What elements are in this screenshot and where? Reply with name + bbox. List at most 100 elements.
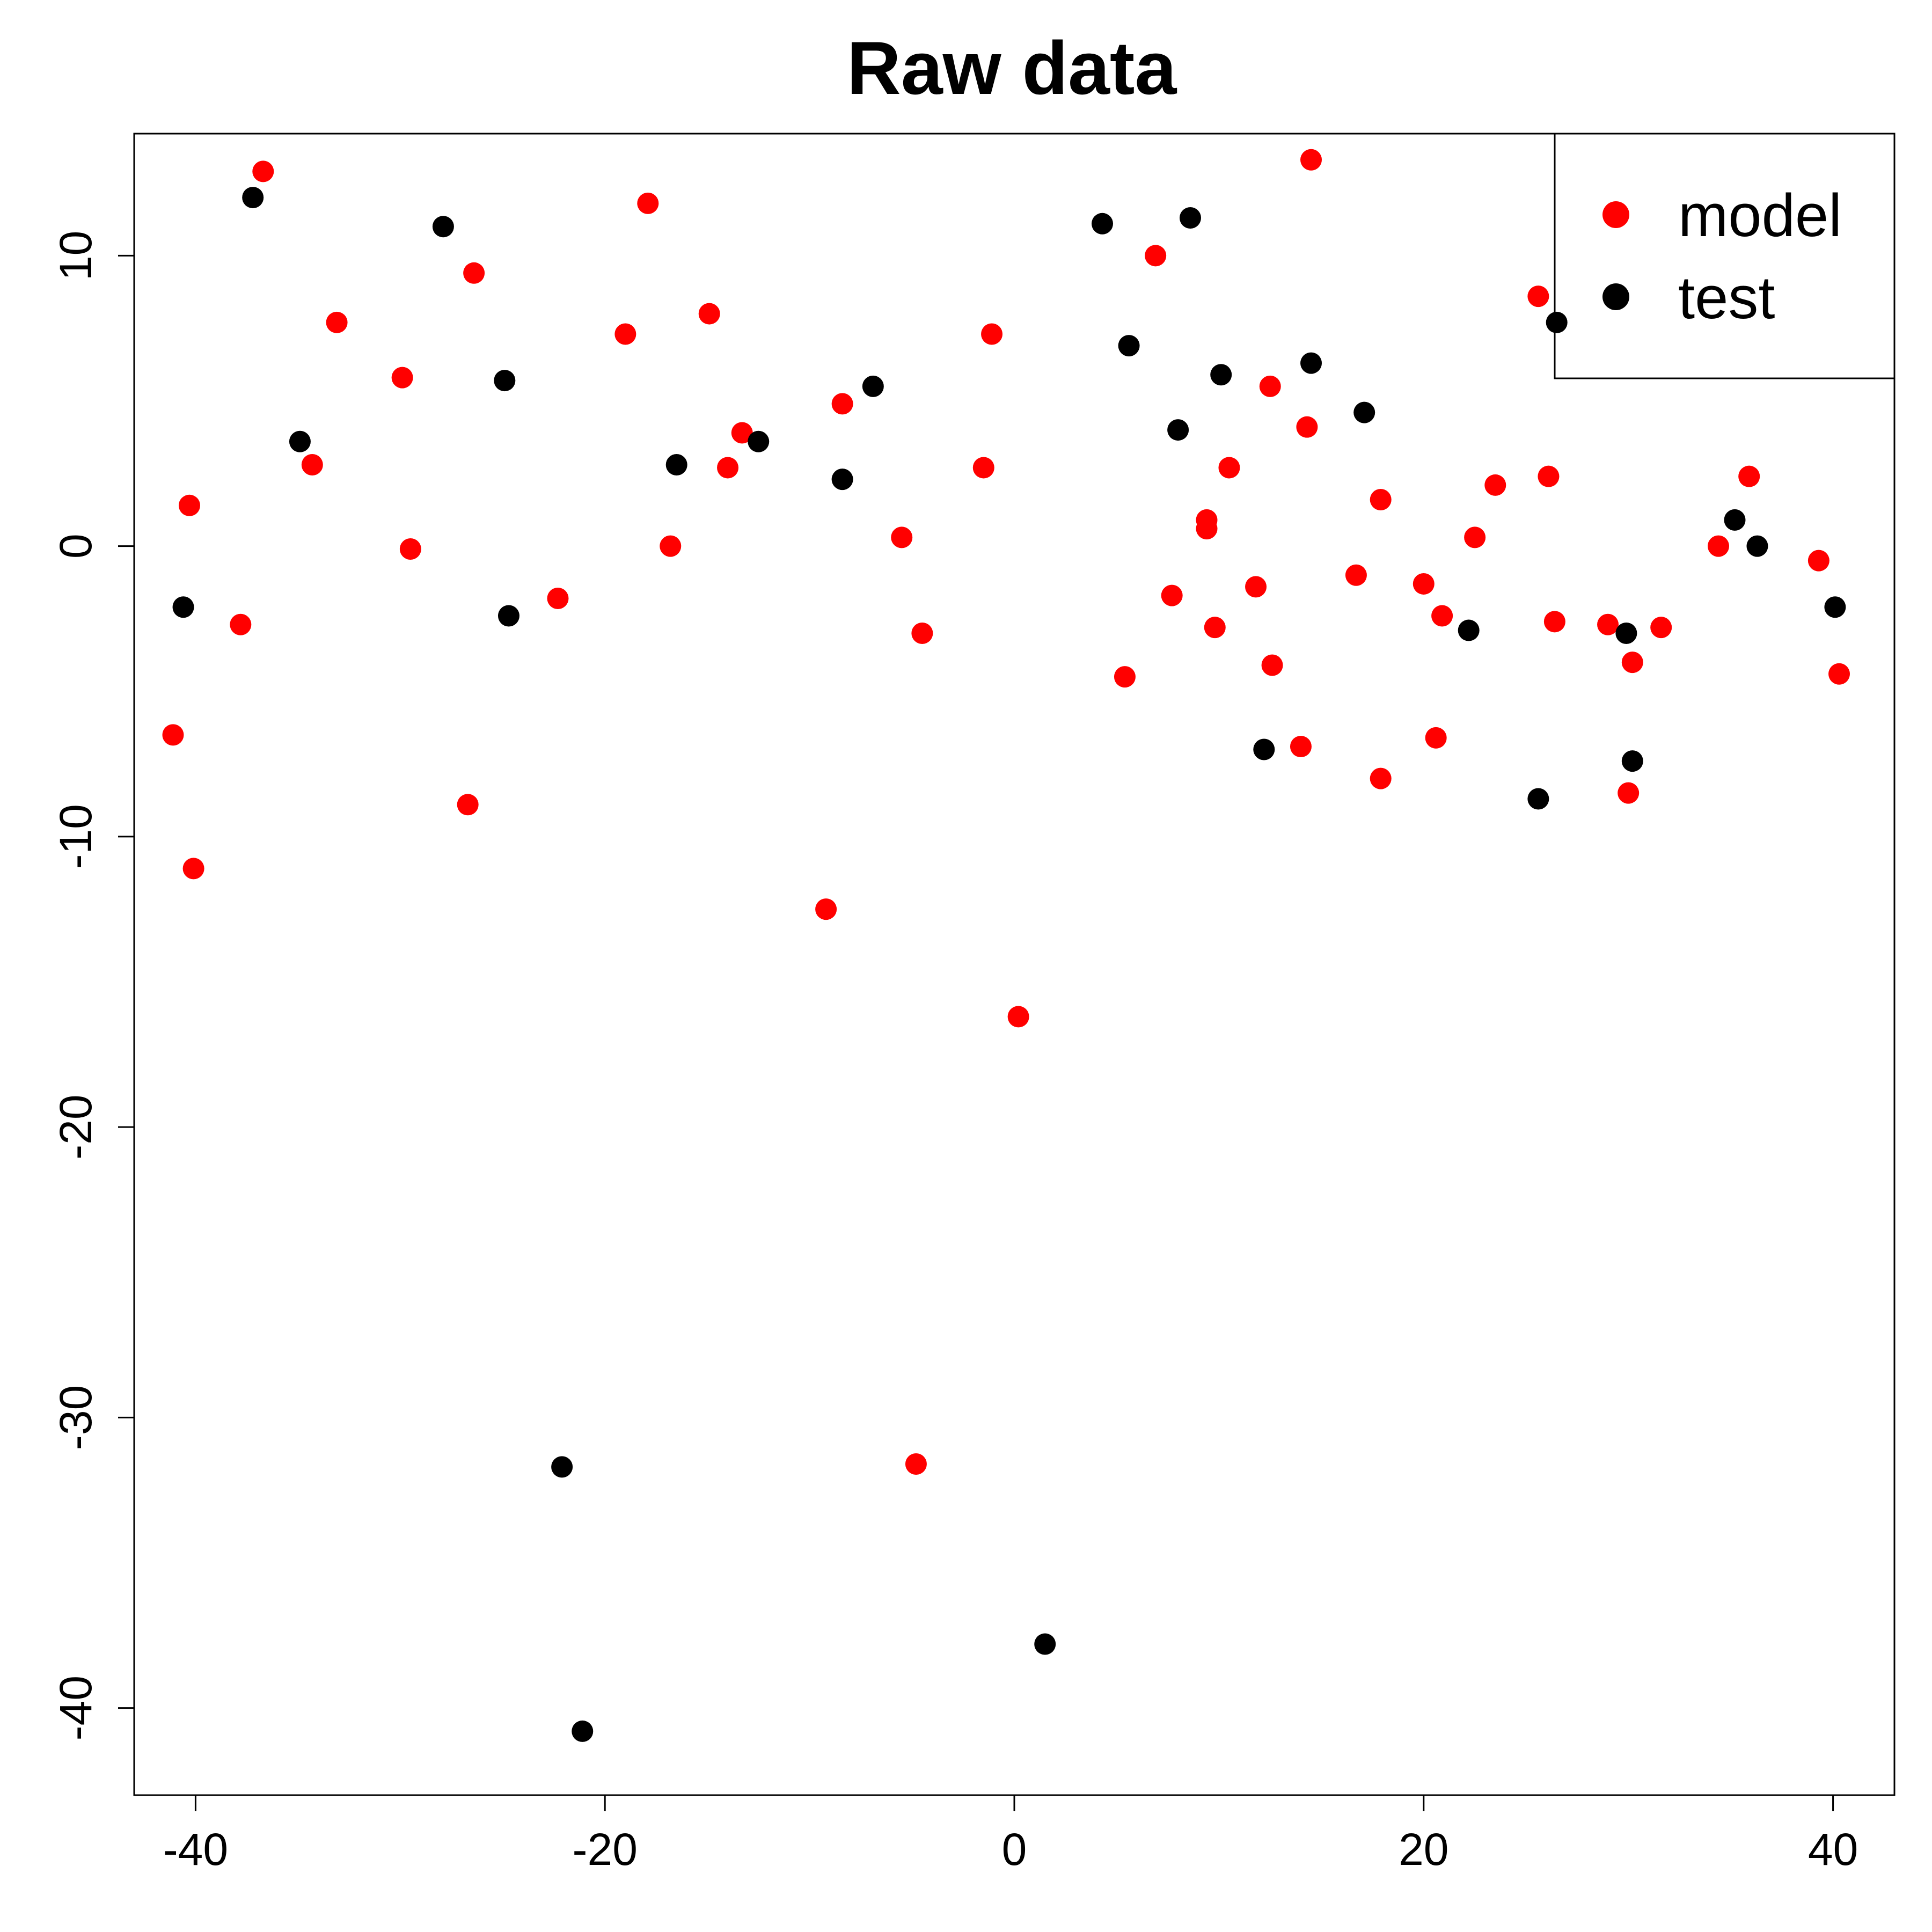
point-model xyxy=(326,311,348,333)
point-model xyxy=(547,588,569,610)
point-model xyxy=(1370,767,1392,789)
point-test xyxy=(1546,311,1568,333)
point-model xyxy=(1259,375,1281,397)
point-model xyxy=(1527,286,1549,308)
point-test xyxy=(1353,401,1375,423)
point-model xyxy=(463,262,485,284)
point-model xyxy=(1484,474,1506,496)
point-model xyxy=(1618,782,1640,804)
point-model xyxy=(905,1453,927,1475)
point-model xyxy=(1621,652,1643,674)
point-model xyxy=(1597,613,1619,635)
point-model xyxy=(1196,518,1218,540)
y-tick-label: -30 xyxy=(50,1385,101,1450)
point-model xyxy=(831,393,853,415)
point-model xyxy=(637,192,659,214)
point-model xyxy=(698,303,720,325)
point-model xyxy=(162,724,184,746)
point-test xyxy=(1746,535,1768,557)
x-tick-label: 0 xyxy=(1002,1824,1027,1875)
legend-label-test: test xyxy=(1678,264,1775,331)
point-test xyxy=(497,605,519,627)
point-test xyxy=(1621,750,1643,772)
legend: model test xyxy=(1554,133,1896,379)
y-tick-label: -20 xyxy=(50,1094,101,1159)
point-test xyxy=(862,375,884,397)
point-model xyxy=(1828,663,1850,685)
point-test xyxy=(1527,788,1549,810)
point-model xyxy=(717,457,739,479)
point-model xyxy=(1296,416,1318,438)
point-test xyxy=(242,187,264,209)
x-tick-label: -40 xyxy=(163,1824,228,1875)
point-model xyxy=(301,454,323,476)
point-model xyxy=(614,323,636,345)
point-test xyxy=(1253,738,1275,760)
x-tick-label: 20 xyxy=(1399,1824,1448,1875)
x-tick-label: -20 xyxy=(573,1824,638,1875)
point-model xyxy=(981,323,1003,345)
y-tick-label: 0 xyxy=(50,533,101,559)
y-tick-label: -10 xyxy=(50,804,101,869)
point-test xyxy=(1458,619,1480,641)
point-model xyxy=(1145,245,1167,267)
point-model xyxy=(891,526,913,548)
point-model xyxy=(1007,1006,1029,1028)
point-model xyxy=(1807,550,1829,572)
legend-marker-test xyxy=(1602,283,1629,310)
point-model xyxy=(1425,727,1447,749)
y-axis: -40 -30 -20 -10 0 10 xyxy=(50,231,134,1740)
point-model xyxy=(1114,666,1136,688)
point-model xyxy=(1300,149,1322,171)
point-model xyxy=(1290,736,1312,758)
point-test xyxy=(1092,213,1113,235)
point-model xyxy=(660,535,682,557)
point-test xyxy=(1300,352,1322,374)
x-axis: -40 -20 0 20 40 xyxy=(163,1795,1858,1875)
legend-box xyxy=(1554,133,1896,379)
point-test xyxy=(1615,622,1637,644)
point-model xyxy=(1464,526,1486,548)
point-model xyxy=(815,898,837,920)
point-test xyxy=(289,430,311,452)
point-model xyxy=(178,494,200,516)
point-model xyxy=(1245,576,1267,598)
point-test xyxy=(665,454,687,476)
point-model xyxy=(1413,573,1435,595)
y-tick-label: 10 xyxy=(50,231,101,281)
point-model xyxy=(1218,457,1240,479)
point-model xyxy=(1204,617,1226,639)
legend-label-model: model xyxy=(1678,182,1842,249)
point-model xyxy=(391,367,413,389)
point-model xyxy=(230,613,252,635)
point-model xyxy=(1261,654,1283,676)
point-model xyxy=(1431,605,1453,627)
point-model xyxy=(1370,488,1392,510)
point-test xyxy=(748,430,770,452)
point-test xyxy=(494,370,516,392)
x-tick-label: 40 xyxy=(1808,1824,1858,1875)
point-test xyxy=(1180,207,1201,229)
point-model xyxy=(399,538,421,560)
point-model xyxy=(1543,611,1565,633)
point-test xyxy=(1034,1633,1056,1655)
y-tick-label: -40 xyxy=(50,1675,101,1740)
point-test xyxy=(1118,335,1140,357)
point-model xyxy=(911,622,933,644)
point-test xyxy=(551,1456,573,1478)
point-model xyxy=(1345,564,1367,586)
point-model xyxy=(182,858,204,880)
point-test xyxy=(1167,419,1189,441)
point-model xyxy=(731,422,753,444)
point-model xyxy=(1538,465,1560,487)
point-test xyxy=(831,469,853,491)
point-model xyxy=(1738,465,1760,487)
point-model xyxy=(1650,617,1672,639)
chart-title: Raw data xyxy=(847,26,1177,110)
point-test xyxy=(172,596,194,618)
point-test xyxy=(1210,364,1232,386)
point-test xyxy=(1824,596,1846,618)
point-test xyxy=(432,216,454,238)
point-model xyxy=(457,794,479,816)
